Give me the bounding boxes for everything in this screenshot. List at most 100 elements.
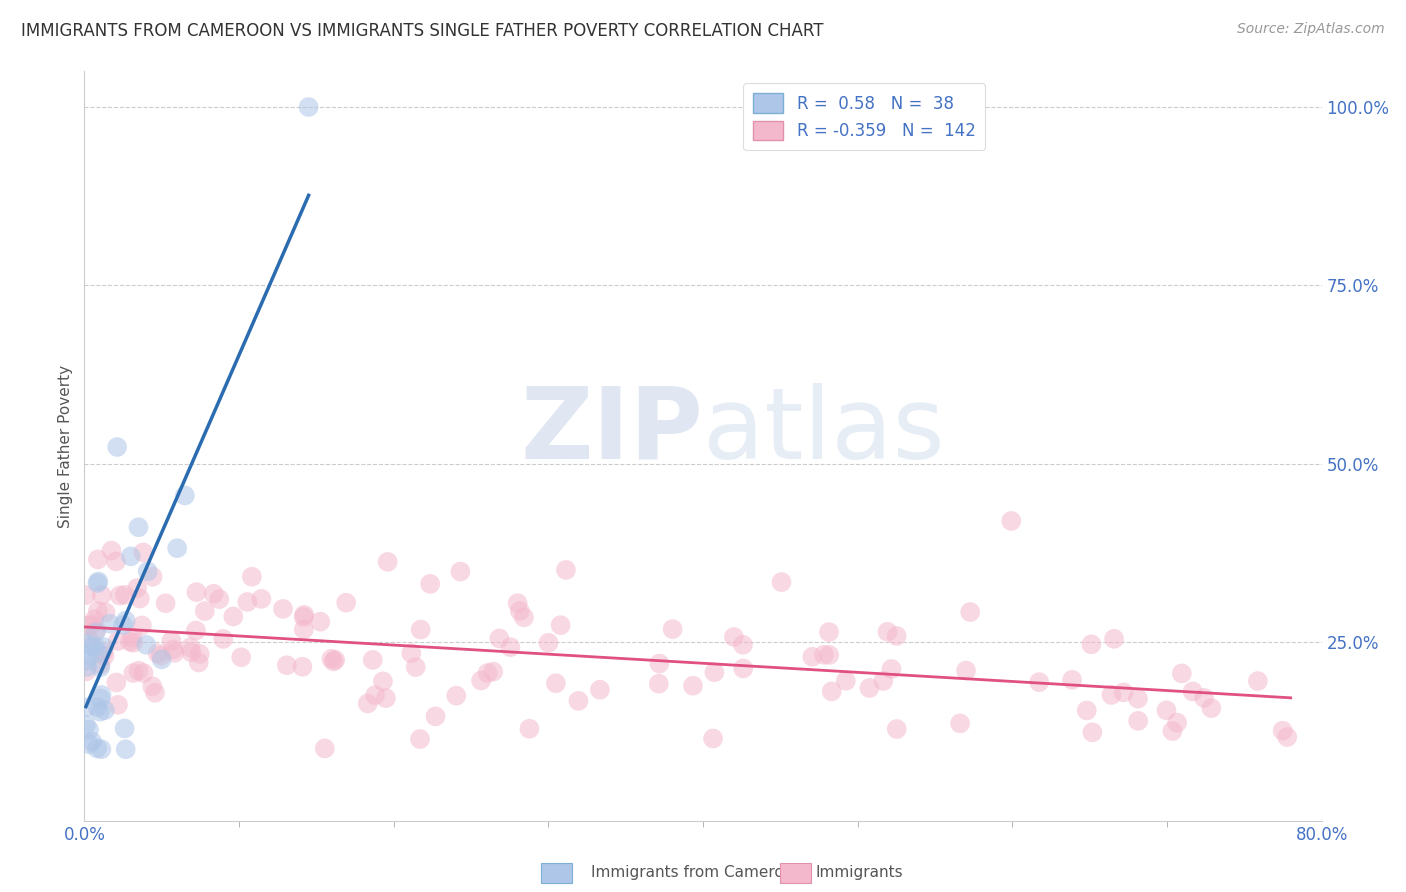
Point <box>682 679 704 693</box>
Point <box>567 694 589 708</box>
Point <box>1081 725 1104 739</box>
Point <box>374 691 396 706</box>
Point <box>858 681 880 695</box>
Point <box>122 636 145 650</box>
Point <box>1181 684 1204 698</box>
Point <box>146 646 169 660</box>
Point <box>519 722 541 736</box>
Point <box>105 554 128 568</box>
Point <box>89 705 111 719</box>
Point <box>886 722 908 736</box>
Point <box>886 629 908 643</box>
Point <box>84 623 107 637</box>
Point <box>87 574 110 589</box>
Point <box>1000 514 1022 528</box>
Point <box>1156 703 1178 717</box>
Point <box>419 577 441 591</box>
Point <box>1171 666 1194 681</box>
Point <box>80 618 103 632</box>
Point <box>212 632 235 646</box>
Point <box>425 709 447 723</box>
Point <box>222 609 245 624</box>
Text: atlas: atlas <box>703 383 945 480</box>
Point <box>166 541 188 556</box>
Point <box>661 622 683 636</box>
Point <box>136 565 159 579</box>
Point <box>236 595 259 609</box>
Text: IMMIGRANTS FROM CAMEROON VS IMMIGRANTS SINGLE FATHER POVERTY CORRELATION CHART: IMMIGRANTS FROM CAMEROON VS IMMIGRANTS S… <box>21 22 824 40</box>
Point <box>446 689 468 703</box>
Point <box>314 741 336 756</box>
Point <box>723 630 745 644</box>
Point <box>335 596 357 610</box>
Point <box>202 587 225 601</box>
Point <box>835 673 858 688</box>
Point <box>364 688 387 702</box>
Point <box>949 716 972 731</box>
Point <box>76 700 98 714</box>
Point <box>93 645 115 659</box>
Point <box>733 661 755 675</box>
Point <box>550 618 572 632</box>
Point <box>121 631 143 645</box>
Point <box>250 591 273 606</box>
Text: Immigrants: Immigrants <box>815 865 903 880</box>
Point <box>90 588 112 602</box>
Point <box>114 742 136 756</box>
Point <box>77 648 100 662</box>
Point <box>155 596 177 610</box>
Point <box>309 615 332 629</box>
Point <box>90 742 112 756</box>
Point <box>105 440 128 454</box>
Y-axis label: Single Father Poverty: Single Father Poverty <box>58 365 73 527</box>
Point <box>509 604 531 618</box>
Point <box>86 646 108 660</box>
Point <box>544 676 567 690</box>
Point <box>377 555 399 569</box>
Point <box>506 596 529 610</box>
Point <box>87 604 110 618</box>
Point <box>1076 703 1098 717</box>
Point <box>371 674 394 689</box>
Point <box>179 640 201 655</box>
Point <box>120 549 142 564</box>
Point <box>127 520 149 534</box>
Point <box>135 638 157 652</box>
Point <box>90 691 112 706</box>
Point <box>75 665 97 679</box>
Point <box>162 642 184 657</box>
Point <box>114 722 136 736</box>
Point <box>1060 673 1083 687</box>
Point <box>98 616 121 631</box>
Point <box>271 602 294 616</box>
Point <box>731 638 754 652</box>
Point <box>470 673 492 688</box>
Point <box>1192 690 1215 705</box>
Point <box>555 563 578 577</box>
Point <box>357 697 380 711</box>
Point <box>180 645 202 659</box>
Point <box>76 660 98 674</box>
Point <box>409 623 432 637</box>
Point <box>297 100 319 114</box>
Text: Immigrants from Cameroon: Immigrants from Cameroon <box>591 865 803 880</box>
Point <box>100 543 122 558</box>
Point <box>880 662 903 676</box>
Point <box>163 646 186 660</box>
Point <box>87 552 110 566</box>
Point <box>405 660 427 674</box>
Point <box>128 591 150 606</box>
Legend: R =  0.58   N =  38, R = -0.359   N =  142: R = 0.58 N = 38, R = -0.359 N = 142 <box>744 84 986 150</box>
Point <box>482 665 505 679</box>
Point <box>75 637 97 651</box>
Point <box>401 646 423 660</box>
Point <box>818 625 841 640</box>
Point <box>142 570 165 584</box>
Point <box>143 686 166 700</box>
Point <box>955 664 977 678</box>
Point <box>76 654 98 668</box>
Point <box>770 575 793 590</box>
Point <box>150 652 173 666</box>
Point <box>321 652 343 666</box>
Point <box>79 618 101 632</box>
